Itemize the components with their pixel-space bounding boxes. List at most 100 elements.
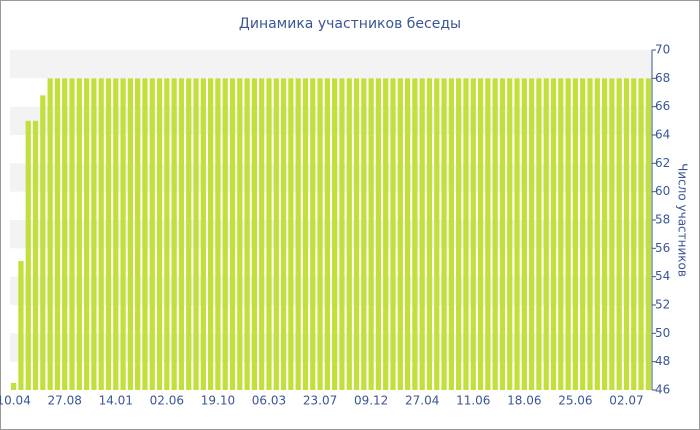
- y-tick-label: 62: [655, 156, 670, 170]
- bar: [412, 78, 418, 390]
- bar: [266, 78, 272, 390]
- bar: [580, 78, 586, 390]
- x-tick-label: 27.04: [405, 394, 439, 408]
- bar: [470, 78, 476, 390]
- bar: [18, 261, 24, 390]
- bar: [492, 78, 498, 390]
- bar: [156, 78, 163, 390]
- x-tick-label: 25.06: [558, 394, 592, 408]
- bar: [11, 382, 17, 390]
- y-tick-label: 68: [655, 71, 670, 85]
- bar: [40, 95, 46, 390]
- bar: [521, 78, 527, 390]
- bar: [237, 78, 243, 390]
- x-tick-label: 19.10: [201, 394, 235, 408]
- bar: [550, 78, 557, 390]
- bar: [346, 78, 352, 390]
- bar: [645, 78, 651, 390]
- bar: [485, 78, 491, 390]
- bar: [273, 78, 279, 390]
- bar: [536, 78, 542, 390]
- bar: [135, 78, 141, 390]
- bar: [69, 78, 75, 390]
- bar: [302, 78, 309, 390]
- bar: [229, 78, 236, 390]
- bar: [324, 78, 330, 390]
- x-tick-label: 23.07: [303, 394, 337, 408]
- y-tick-label: 50: [655, 326, 670, 340]
- bar: [499, 78, 506, 390]
- bar: [558, 78, 564, 390]
- grid-band: [10, 50, 652, 79]
- bar: [178, 78, 185, 390]
- x-tick-label: 02.07: [609, 394, 643, 408]
- x-tick-label: 09.12: [354, 394, 388, 408]
- bar: [353, 78, 360, 390]
- bar: [295, 78, 301, 390]
- bar: [32, 120, 39, 390]
- bar: [164, 78, 170, 390]
- bar: [404, 78, 411, 390]
- bar: [426, 78, 433, 390]
- bar: [623, 78, 630, 390]
- bar: [149, 78, 155, 390]
- bar: [47, 78, 53, 390]
- bar: [244, 78, 250, 390]
- bar: [631, 78, 637, 390]
- bar: [25, 120, 31, 390]
- y-axis-label: Число участников: [676, 163, 690, 277]
- y-tick-label: 54: [655, 269, 670, 283]
- bar: [419, 78, 425, 390]
- bar: [609, 78, 615, 390]
- bar: [594, 78, 600, 390]
- bar: [383, 78, 389, 390]
- bar: [127, 78, 134, 390]
- y-tick-label: 46: [655, 383, 670, 397]
- bar: [361, 78, 367, 390]
- bar: [543, 78, 549, 390]
- y-tick-label: 48: [655, 354, 670, 368]
- bar: [507, 78, 513, 390]
- y-tick-label: 58: [655, 213, 670, 227]
- bar: [390, 78, 396, 390]
- bar: [514, 78, 520, 390]
- bar: [200, 78, 206, 390]
- bar: [142, 78, 148, 390]
- bar: [332, 78, 338, 390]
- bar: [83, 78, 90, 390]
- y-tick-label: 64: [655, 128, 670, 142]
- bar: [638, 78, 644, 390]
- bar: [259, 78, 265, 390]
- bar: [280, 78, 287, 390]
- bar: [375, 78, 382, 390]
- bar: [368, 78, 374, 390]
- bar: [193, 78, 199, 390]
- bar: [251, 78, 258, 390]
- bar: [477, 78, 484, 390]
- bar: [528, 78, 535, 390]
- bar: [91, 78, 97, 390]
- bar: [565, 78, 571, 390]
- bar: [616, 78, 622, 390]
- bar: [54, 78, 61, 390]
- bar: [339, 78, 345, 390]
- bar: [113, 78, 119, 390]
- bar: [120, 78, 126, 390]
- x-tick-label: 27.08: [48, 394, 82, 408]
- bar: [441, 78, 447, 390]
- bar: [98, 78, 104, 390]
- bar: [310, 78, 316, 390]
- bar: [448, 78, 455, 390]
- bar: [456, 78, 462, 390]
- y-tick-label: 70: [655, 43, 670, 57]
- bar: [171, 78, 177, 390]
- x-tick-label: 10.04: [0, 394, 31, 408]
- y-tick-label: 56: [655, 241, 670, 255]
- bar: [62, 78, 68, 390]
- bar: [76, 78, 82, 390]
- x-tick-label: 18.06: [507, 394, 541, 408]
- x-tick-label: 14.01: [99, 394, 133, 408]
- bar: [186, 78, 192, 390]
- x-tick-label: 11.06: [456, 394, 490, 408]
